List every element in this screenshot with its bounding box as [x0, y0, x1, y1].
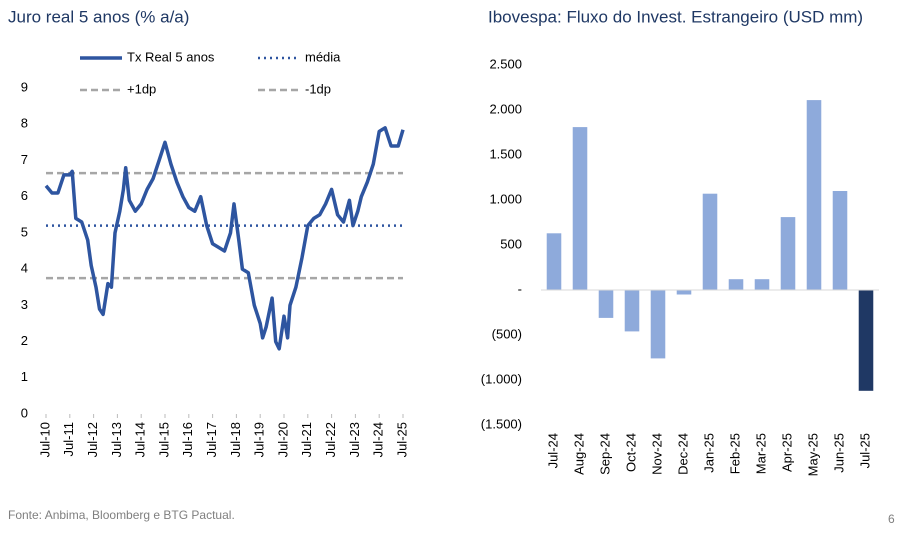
legend-label: Tx Real 5 anos [127, 49, 215, 64]
y-tick-label: 8 [21, 116, 28, 131]
x-tick-label: May-25 [805, 433, 820, 476]
x-tick-label: Feb-25 [727, 433, 742, 474]
x-tick-label: Jul-12 [85, 422, 100, 457]
x-tick-label: Jul-16 [180, 422, 195, 457]
bar [728, 279, 744, 290]
x-tick-label: Sep-24 [597, 433, 612, 475]
x-tick-label: Aug-24 [571, 433, 586, 475]
y-tick-label: 2.000 [489, 101, 522, 116]
x-tick-label: Dec-24 [675, 433, 690, 475]
x-tick-label: Jul-14 [133, 422, 148, 457]
x-tick-label: Jul-20 [275, 422, 290, 457]
y-tick-label: 1.000 [489, 191, 522, 206]
bar [624, 290, 640, 332]
bar [780, 217, 796, 290]
y-tick-label: (500) [492, 326, 522, 341]
bar [572, 127, 588, 290]
bar [650, 290, 666, 359]
legend-label: +1dp [127, 81, 156, 96]
x-tick-label: Jul-22 [323, 422, 338, 457]
y-tick-label: 2.500 [489, 56, 522, 71]
x-tick-label: Nov-24 [649, 433, 664, 475]
bar [754, 279, 770, 290]
bar [832, 191, 848, 290]
x-tick-label: Jul-23 [347, 422, 362, 457]
bar [676, 290, 692, 295]
legend-label: -1dp [305, 81, 331, 96]
y-tick-label: (1.000) [481, 371, 522, 386]
legend-label: média [305, 49, 341, 64]
x-tick-label: Apr-25 [779, 433, 794, 472]
x-tick-label: Jul-21 [299, 422, 314, 457]
data-line [44, 126, 405, 351]
bar [546, 233, 562, 290]
x-tick-label: Jun-25 [831, 433, 846, 473]
y-tick-label: 0 [21, 405, 28, 420]
x-tick-label: Jul-24 [371, 422, 386, 457]
x-tick-label: Jul-11 [61, 422, 76, 456]
chart-title: Ibovespa: Fluxo do Invest. Estrangeiro (… [488, 7, 863, 26]
x-tick-label: Jul-17 [204, 422, 219, 457]
y-tick-label: 2 [21, 333, 28, 348]
x-tick-label: Jul-24 [545, 433, 560, 468]
page-number: 6 [888, 512, 895, 526]
y-tick-label: 4 [21, 261, 28, 276]
x-tick-label: Jul-25 [857, 433, 872, 468]
x-tick-label: Mar-25 [753, 433, 768, 474]
y-tick-label: 5 [21, 224, 28, 239]
source-note: Fonte: Anbima, Bloomberg e BTG Pactual. [8, 508, 235, 522]
bar [702, 193, 718, 290]
y-tick-label: 500 [500, 236, 522, 251]
y-tick-label: 3 [21, 297, 28, 312]
bar [858, 290, 874, 391]
x-tick-label: Jul-15 [156, 422, 171, 457]
chart-title: Juro real 5 anos (% a/a) [8, 7, 189, 26]
x-tick-label: Jan-25 [701, 433, 716, 473]
x-tick-label: Jul-19 [252, 422, 267, 457]
y-tick-label: (1.500) [481, 416, 522, 431]
x-tick-label: Jul-18 [228, 422, 243, 457]
y-tick-label: 7 [21, 152, 28, 167]
bar [806, 100, 822, 290]
y-tick-label: 1.500 [489, 146, 522, 161]
y-tick-label: 1 [21, 369, 28, 384]
y-tick-label: - [518, 281, 522, 296]
y-tick-label: 9 [21, 79, 28, 94]
x-tick-label: Oct-24 [623, 433, 638, 472]
x-tick-label: Jul-13 [109, 422, 124, 457]
bar [598, 290, 614, 318]
y-tick-label: 6 [21, 188, 28, 203]
x-tick-label: Jul-10 [37, 422, 52, 457]
x-tick-label: Jul-25 [394, 422, 409, 457]
